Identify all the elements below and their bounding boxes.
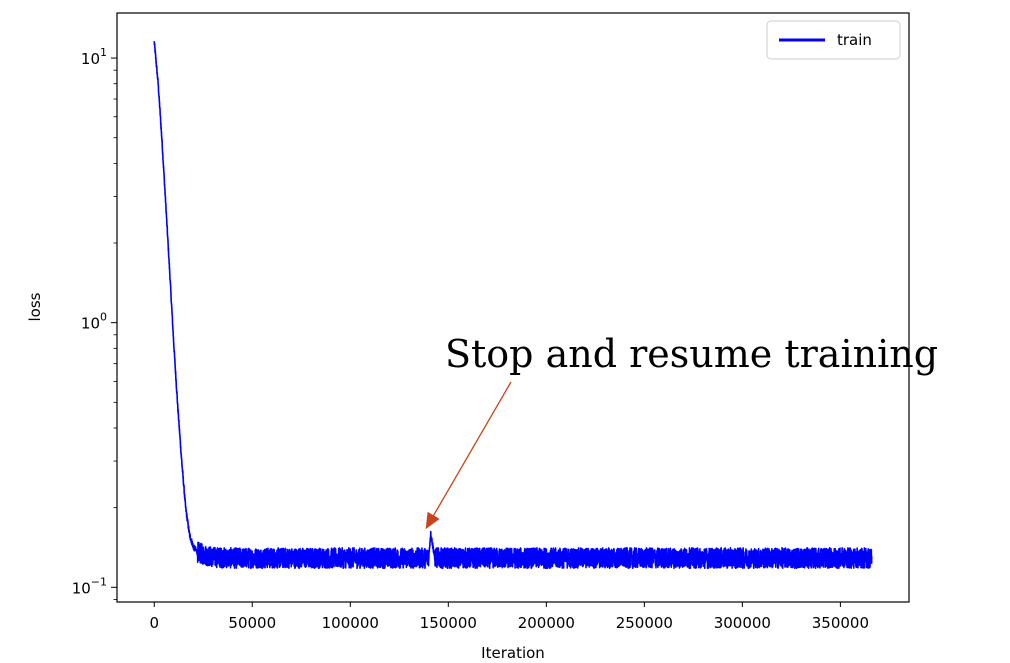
legend: train — [766, 20, 901, 60]
annotation-arrow — [425, 381, 512, 530]
x-tick-label: 150000 — [420, 614, 477, 632]
legend-label-train: train — [837, 31, 872, 49]
y-tick-label: 101 — [81, 46, 107, 68]
x-tick-label: 300000 — [714, 614, 771, 632]
y-axis-ticks: 10−1 100 101 — [72, 46, 117, 600]
x-axis-ticks: 0 50000 100000 150000 200000 250000 300000 3500… — [149, 602, 869, 632]
series-layer — [153, 41, 873, 570]
x-tick-label: 350000 — [812, 614, 869, 632]
annotation: Stop and resume training — [425, 332, 938, 530]
y-tick-label: 100 — [81, 311, 107, 333]
legend-box — [766, 20, 901, 60]
x-tick-label: 200000 — [518, 614, 575, 632]
annotation-text: Stop and resume training — [445, 332, 938, 376]
x-tick-label: 0 — [149, 614, 159, 632]
x-tick-label: 250000 — [616, 614, 673, 632]
x-tick-label: 100000 — [322, 614, 379, 632]
y-tick-label: 10−1 — [72, 575, 107, 597]
x-axis-label: Iteration — [481, 644, 545, 662]
y-axis-label: loss — [26, 292, 44, 321]
x-tick-label: 50000 — [228, 614, 276, 632]
plot-frame — [116, 12, 910, 603]
series-line-train — [153, 41, 873, 570]
